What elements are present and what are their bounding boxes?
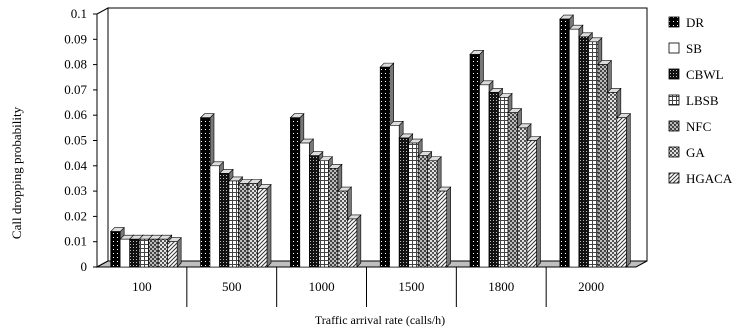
x-axis: 100 500 1000 1500 1800 2000	[132, 267, 604, 307]
y-tick-label: 0.1	[71, 6, 87, 21]
legend-item-ga: GA	[668, 145, 705, 160]
y-tick-label: 0.02	[64, 208, 87, 223]
legend-swatch	[668, 42, 680, 54]
legend-label: SB	[686, 41, 702, 56]
back-wall	[107, 7, 648, 262]
legend-swatch	[668, 172, 680, 184]
y-tick-label: 0.05	[64, 133, 87, 148]
y-axis-label: Call dropping probability	[9, 106, 24, 239]
legend-swatch	[668, 94, 680, 106]
y-tick-label: 0.07	[64, 82, 87, 97]
legend-item-dr: DR	[668, 15, 704, 30]
legend-label: GA	[686, 145, 705, 160]
y-tick-label: 0.01	[64, 234, 87, 249]
legend-item-hgaca: HGACA	[668, 171, 733, 186]
legend-item-lbsb: LBSB	[668, 93, 719, 108]
bar-hgaca-1000	[346, 214, 362, 268]
x-tick-label: 500	[222, 279, 242, 294]
side-wall	[96, 7, 109, 268]
x-axis-label: Traffic arrival rate (calls/h)	[315, 313, 445, 327]
legend-item-nfc: NFC	[668, 119, 711, 134]
legend-swatch	[668, 120, 680, 132]
bar-hgaca-500	[256, 183, 272, 268]
legend-swatch	[668, 16, 680, 28]
legend-label: LBSB	[686, 93, 719, 108]
bar-hgaca-1500	[436, 186, 452, 268]
y-tick-label: 0.04	[64, 158, 87, 173]
legend-label: HGACA	[686, 171, 733, 186]
x-tick-label: 100	[132, 279, 152, 294]
y-tick-label: 0	[81, 259, 88, 274]
legend-item-sb: SB	[668, 41, 702, 56]
legend-label: CBWL	[686, 67, 724, 82]
x-tick-label: 1000	[309, 279, 335, 294]
y-tick-label: 0.09	[64, 31, 87, 46]
plot-walls	[96, 7, 648, 268]
legend-label: DR	[686, 15, 704, 30]
bars-layer	[109, 14, 632, 268]
x-tick-label: 2000	[578, 279, 604, 294]
x-tick-label: 1800	[488, 279, 514, 294]
y-tick-label: 0.06	[64, 107, 87, 122]
legend-item-cbwl: CBWL	[668, 67, 724, 82]
y-tick-label: 0.08	[64, 57, 87, 72]
legend-swatch	[668, 68, 680, 80]
bar-hgaca-1800	[526, 135, 542, 268]
legend-label: NFC	[686, 119, 711, 134]
legend-swatch	[668, 146, 680, 158]
x-tick-label: 1500	[398, 279, 424, 294]
y-axis: 0 0.01 0.02 0.03 0.04 0.05 0.06 0.07 0.08 0.09 0.1	[64, 6, 98, 274]
y-tick-label: 0.03	[64, 183, 87, 198]
legend: DR SB CBWL LBSB NFC GA HGACA	[668, 15, 733, 186]
bar-hgaca-100	[166, 236, 182, 268]
bar-hgaca-2000	[616, 113, 632, 268]
